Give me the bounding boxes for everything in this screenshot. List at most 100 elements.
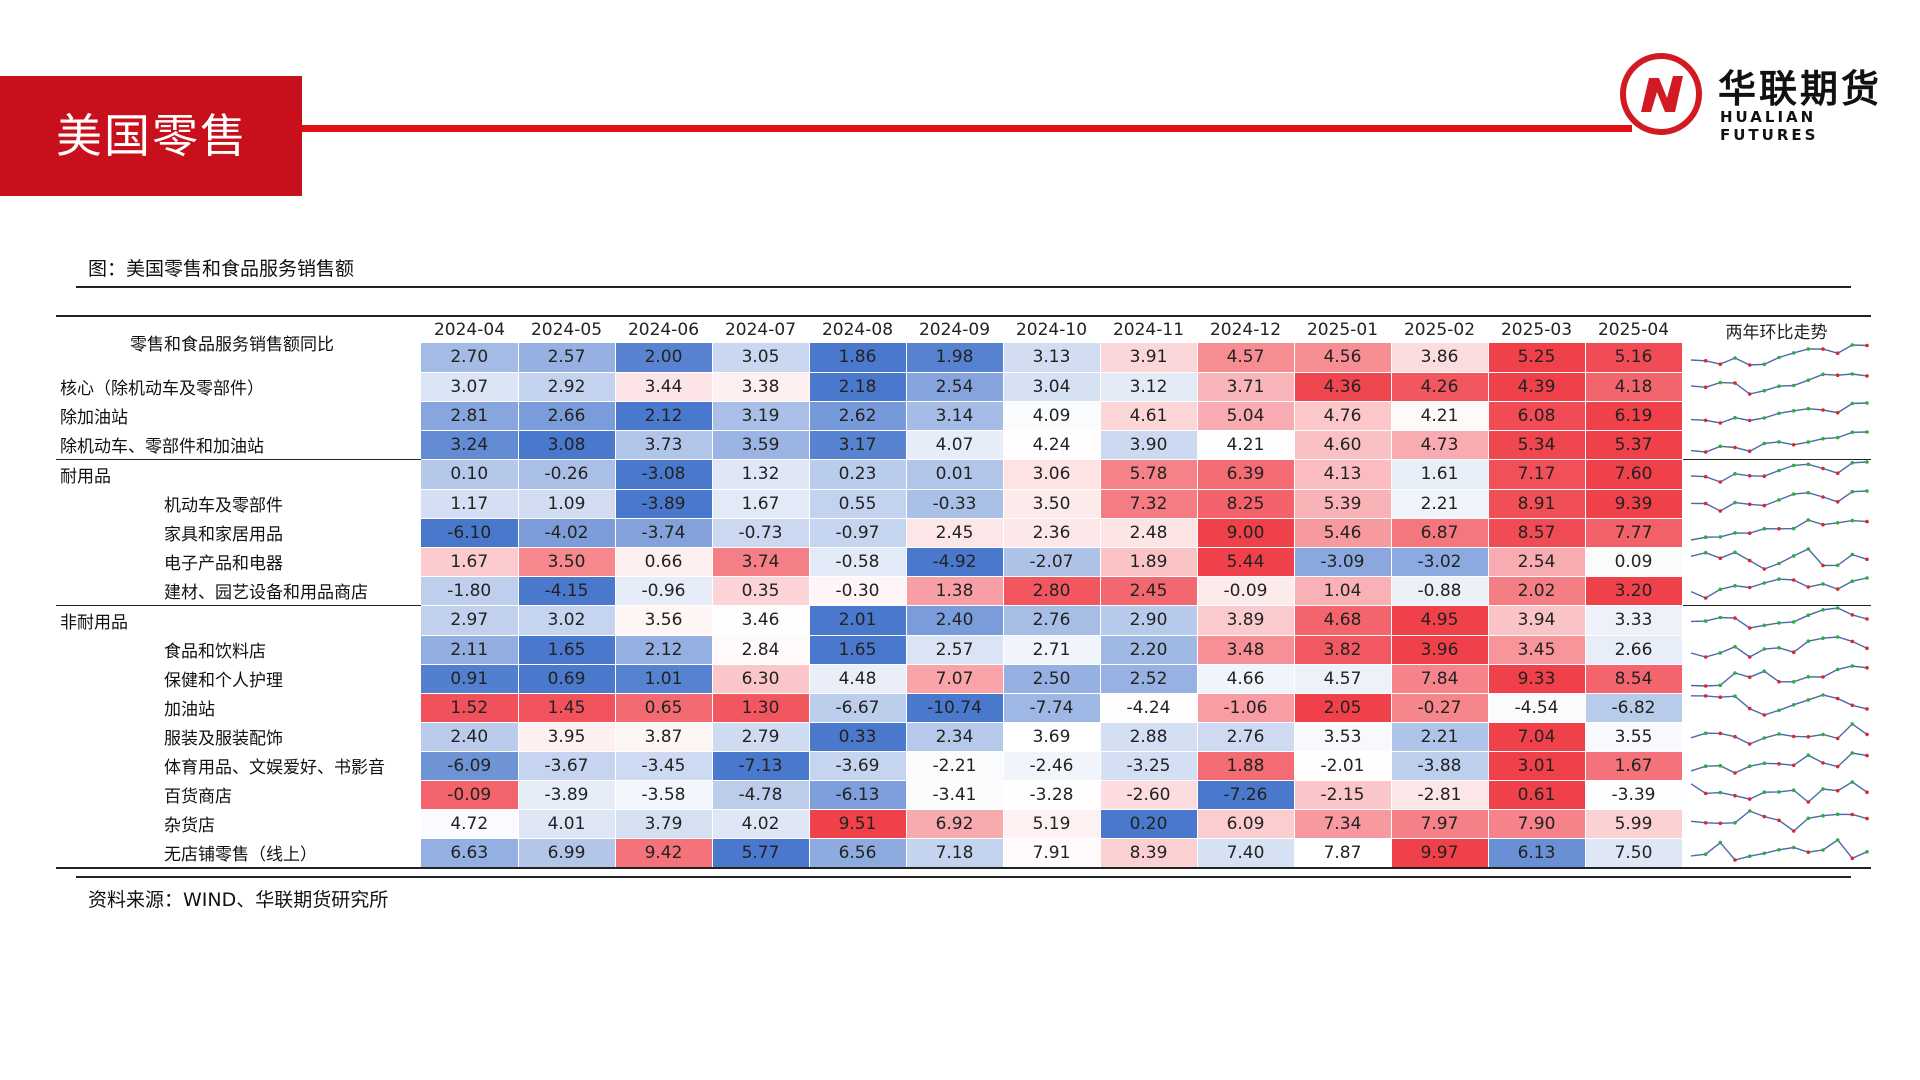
- value-cell: 3.48: [1197, 635, 1295, 665]
- sparkline-point: [1747, 675, 1751, 679]
- value-cell: 4.73: [1391, 430, 1489, 460]
- sparkline-point: [1835, 563, 1839, 568]
- sparkline-point: [1850, 812, 1854, 817]
- sparkline-point: [1747, 706, 1751, 711]
- value-cell: 9.51: [809, 809, 907, 839]
- sparkline-point: [1732, 671, 1737, 675]
- value-cell: 9.42: [615, 838, 713, 869]
- value-cell: -3.45: [615, 751, 713, 781]
- row-label: 非耐用品: [56, 605, 421, 635]
- table-row: 机动车及零部件 1.17 1.09 -3.89 1.67 0.55 -0.33 3.50 7.3…: [56, 489, 1871, 519]
- value-cell: 3.19: [712, 401, 810, 431]
- sparkline-point: [1806, 378, 1810, 382]
- value-cell: 9.33: [1488, 664, 1586, 694]
- value-cell: 7.18: [906, 838, 1004, 869]
- sparkline-point: [1835, 410, 1839, 415]
- sparkline-point: [1820, 582, 1825, 586]
- value-cell: 1.65: [809, 635, 907, 665]
- sparkline-point: [1850, 461, 1854, 465]
- value-cell: 5.37: [1585, 430, 1683, 460]
- sparkline-point: [1732, 734, 1737, 739]
- sparkline-point: [1732, 793, 1737, 798]
- value-cell: 7.60: [1585, 459, 1683, 490]
- value-cell: 2.66: [518, 401, 616, 431]
- heatmap-table: 2024-04 2024-05 2024-06 2024-07 2024-08 …: [56, 315, 1871, 869]
- value-cell: 6.09: [1197, 809, 1295, 839]
- sparkline-point: [1820, 848, 1825, 852]
- sparkline-point: [1703, 684, 1707, 688]
- value-cell: 5.34: [1488, 430, 1586, 460]
- value-cell: 6.99: [518, 838, 616, 869]
- value-cell: 7.77: [1585, 518, 1683, 548]
- value-cell: 3.24: [421, 430, 519, 460]
- value-cell: 2.52: [1100, 664, 1198, 694]
- sparkline-point: [1850, 780, 1854, 784]
- sparkline-point: [1864, 343, 1869, 348]
- value-cell: 1.89: [1100, 547, 1198, 577]
- trend-sparkline: [1690, 372, 1869, 396]
- value-cell: -3.69: [809, 751, 907, 781]
- value-cell: 5.77: [712, 838, 810, 869]
- sparkline-point: [1762, 526, 1766, 531]
- value-cell: 3.56: [615, 605, 713, 636]
- value-cell: 3.50: [518, 547, 616, 577]
- sparkline-point: [1703, 501, 1707, 506]
- sparkline-point: [1703, 791, 1707, 796]
- sparkline-point: [1850, 552, 1854, 557]
- sparkline-point: [1703, 731, 1707, 735]
- row-label: 杂货店: [164, 816, 215, 836]
- value-cell: 0.23: [809, 459, 907, 490]
- sparkline-point: [1776, 527, 1781, 531]
- sparkline-point: [1762, 736, 1766, 740]
- value-cell: 8.39: [1100, 838, 1198, 869]
- sparkline-point: [1718, 362, 1722, 366]
- section-title: 美国零售: [56, 109, 248, 163]
- sparkline-point: [1762, 503, 1766, 508]
- value-cell: 2.76: [1197, 722, 1295, 752]
- table-row: 电子产品和电器 1.67 3.50 0.66 3.74 -0.58 -4.92 -2.07 1.…: [56, 547, 1871, 577]
- sparkline-cell: [1682, 780, 1871, 809]
- value-cell: 3.07: [421, 372, 519, 402]
- sparkline-point: [1703, 550, 1707, 555]
- value-cell: 2.54: [1488, 547, 1586, 577]
- sparkline-point: [1835, 521, 1839, 525]
- value-cell: -3.58: [615, 780, 713, 810]
- value-cell: 1.98: [906, 343, 1004, 373]
- value-cell: -1.80: [421, 576, 519, 606]
- value-cell: -4.92: [906, 547, 1004, 577]
- value-cell: 3.95: [518, 722, 616, 752]
- sparkline-point: [1747, 363, 1751, 367]
- sparkline-point: [1806, 639, 1810, 643]
- value-cell: 2.97: [421, 605, 519, 636]
- value-cell: 2.80: [1003, 576, 1101, 606]
- value-cell: -2.21: [906, 751, 1004, 781]
- value-cell: 2.02: [1488, 576, 1586, 606]
- value-cell: 7.97: [1391, 809, 1489, 839]
- sparkline-point: [1703, 764, 1707, 768]
- value-cell: 0.35: [712, 576, 810, 606]
- value-cell: 3.38: [712, 372, 810, 402]
- sparkline-point: [1835, 812, 1839, 817]
- value-cell: 0.61: [1488, 780, 1586, 810]
- month-header: 2024-12: [1197, 315, 1294, 343]
- sparkline-point: [1747, 392, 1751, 396]
- sparkline-point: [1747, 531, 1751, 535]
- sparkline-point: [1762, 581, 1766, 585]
- sparkline-point: [1762, 713, 1766, 717]
- value-cell: 6.56: [809, 838, 907, 869]
- value-cell: -0.97: [809, 518, 907, 548]
- value-cell: 1.30: [712, 693, 810, 723]
- sparkline-point: [1806, 440, 1810, 444]
- sparkline-point: [1703, 359, 1707, 363]
- sparkline-point: [1820, 636, 1825, 640]
- sparkline-point: [1747, 854, 1751, 858]
- value-cell: -7.26: [1197, 780, 1295, 810]
- value-cell: -4.15: [518, 576, 616, 606]
- sparkline-cell: [1682, 372, 1871, 401]
- value-cell: 3.01: [1488, 751, 1586, 781]
- value-cell: 1.86: [809, 343, 907, 373]
- sparkline-cell: [1682, 693, 1871, 722]
- sparkline-point: [1806, 850, 1810, 854]
- value-cell: -3.88: [1391, 751, 1489, 781]
- value-cell: 3.55: [1585, 722, 1683, 752]
